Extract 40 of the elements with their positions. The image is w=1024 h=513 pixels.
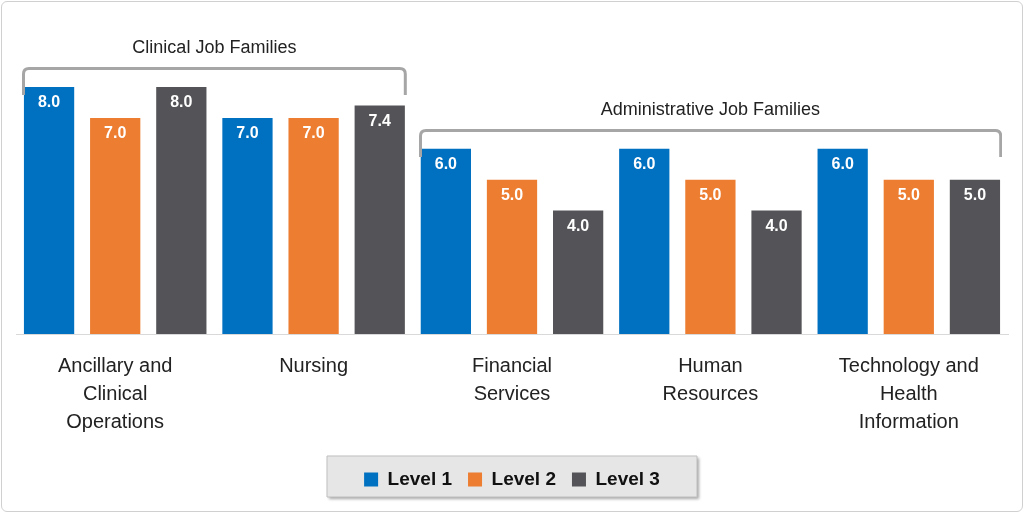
data-label: 8.0 [170,93,193,111]
data-label: 4.0 [567,216,590,234]
bar [883,179,934,334]
bar [222,117,273,334]
bar [288,117,339,334]
data-label: 7.0 [104,124,127,142]
data-label: 6.0 [831,155,854,173]
bar [420,148,471,334]
data-label: 5.0 [699,186,722,204]
bar [619,148,670,334]
data-label: 7.0 [236,124,259,142]
x-tick-label: Financial Services [471,353,553,404]
bar [156,87,207,334]
bar [23,87,75,334]
x-tick-label: Technology and Health Information [838,353,979,432]
bar [949,179,1001,334]
legend-label: Level 3 [595,467,660,489]
annotation: Administrative Job Families [600,98,820,120]
data-label: 4.0 [765,216,788,234]
x-tick-label: Ancillary and Clinical Operations [57,353,173,432]
data-label: 7.0 [302,124,325,142]
data-label: 6.0 [633,155,656,173]
data-label: 5.0 [897,186,921,204]
legend-label: Level 2 [491,467,556,489]
legend-label: Level 1 [387,467,453,489]
x-tick-label: Nursing [279,353,349,376]
data-label: 5.0 [963,186,987,204]
bar [90,117,141,334]
data-label: 7.4 [368,111,391,129]
bar [486,179,538,334]
bar [553,210,604,334]
text: Clinical Job Families [132,37,297,58]
bar [685,179,736,334]
x-tick-label: Human Resources [662,353,759,404]
bar [354,105,405,334]
data-label: 6.0 [434,155,458,173]
data-label: 5.0 [500,186,524,204]
data-label: 8.0 [37,93,61,111]
bar [817,148,868,334]
bar [751,210,802,334]
